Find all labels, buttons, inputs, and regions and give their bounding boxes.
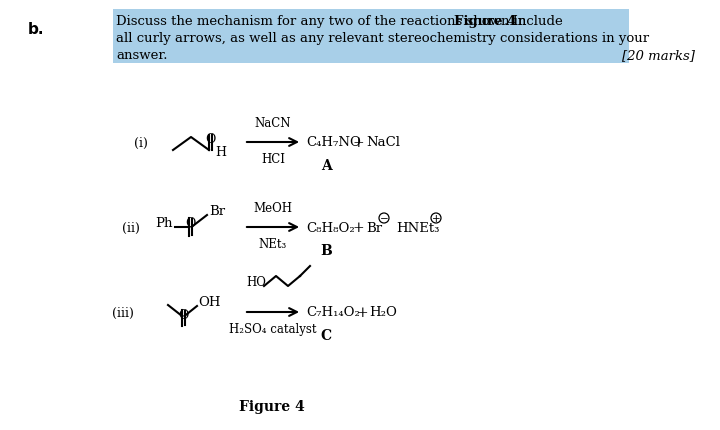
Text: H₂SO₄ catalyst: H₂SO₄ catalyst <box>229 322 317 335</box>
Text: C₇H₁₄O₂: C₇H₁₄O₂ <box>306 306 360 319</box>
Text: O: O <box>185 216 195 230</box>
Text: Figure 4: Figure 4 <box>454 15 516 28</box>
Text: −: − <box>379 214 388 224</box>
Text: OH: OH <box>198 295 220 308</box>
Text: B: B <box>320 243 332 258</box>
Text: (ii): (ii) <box>122 221 140 234</box>
Text: NEt₃: NEt₃ <box>259 237 287 250</box>
Text: H₂O: H₂O <box>369 306 397 319</box>
Text: (i): (i) <box>134 136 148 149</box>
Text: all curly arrows, as well as any relevant stereochemistry considerations in your: all curly arrows, as well as any relevan… <box>116 32 649 45</box>
Text: (iii): (iii) <box>112 306 134 319</box>
Text: MeOH: MeOH <box>253 202 292 215</box>
Text: C: C <box>320 328 332 342</box>
Text: HCI: HCI <box>261 153 285 166</box>
Text: [20 marks]: [20 marks] <box>622 49 695 62</box>
Text: HNEt₃: HNEt₃ <box>396 221 439 234</box>
Text: C₄H₇NO: C₄H₇NO <box>306 136 361 149</box>
Text: b.: b. <box>28 22 45 37</box>
Text: Br: Br <box>209 205 225 218</box>
Text: answer.: answer. <box>116 49 168 62</box>
Text: H: H <box>215 146 226 159</box>
Text: Br: Br <box>366 221 382 234</box>
Text: NaCN: NaCN <box>255 117 292 130</box>
Text: C₈H₈O₂: C₈H₈O₂ <box>306 221 355 234</box>
Text: NaCl: NaCl <box>366 136 400 149</box>
Text: . Include: . Include <box>504 15 563 28</box>
Bar <box>113 10 629 64</box>
Text: O: O <box>204 133 215 146</box>
Text: +: + <box>352 136 364 150</box>
Text: Discuss the mechanism for any two of the reactions shown in: Discuss the mechanism for any two of the… <box>116 15 531 28</box>
Text: +: + <box>432 214 441 224</box>
Text: Ph: Ph <box>155 216 173 230</box>
Text: Figure 4: Figure 4 <box>239 399 305 413</box>
Text: O: O <box>178 308 188 321</box>
Text: +: + <box>356 305 368 319</box>
Text: +: + <box>352 221 364 234</box>
Text: HO: HO <box>246 275 266 289</box>
Text: A: A <box>320 159 331 172</box>
